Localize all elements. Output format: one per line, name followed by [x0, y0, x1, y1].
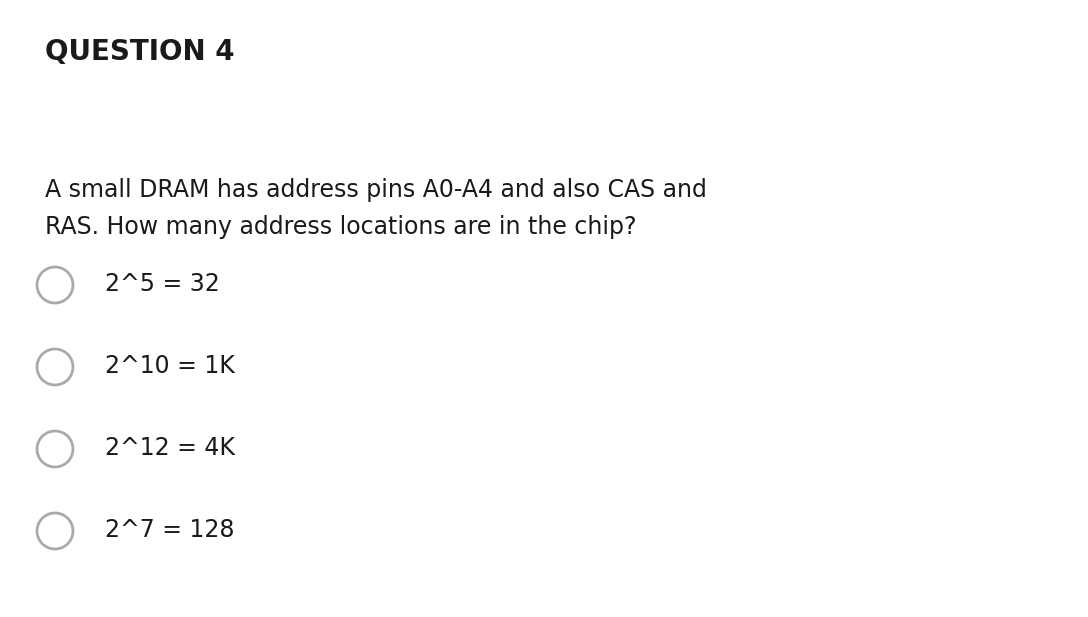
Text: A small DRAM has address pins A0-A4 and also CAS and: A small DRAM has address pins A0-A4 and …	[45, 178, 707, 202]
Text: 2^7 = 128: 2^7 = 128	[106, 518, 235, 542]
Text: 2^5 = 32: 2^5 = 32	[106, 272, 220, 296]
Text: 2^10 = 1K: 2^10 = 1K	[106, 354, 235, 378]
Text: QUESTION 4: QUESTION 4	[45, 38, 235, 66]
Text: 2^12 = 4K: 2^12 = 4K	[106, 436, 235, 460]
Text: RAS. How many address locations are in the chip?: RAS. How many address locations are in t…	[45, 215, 636, 239]
